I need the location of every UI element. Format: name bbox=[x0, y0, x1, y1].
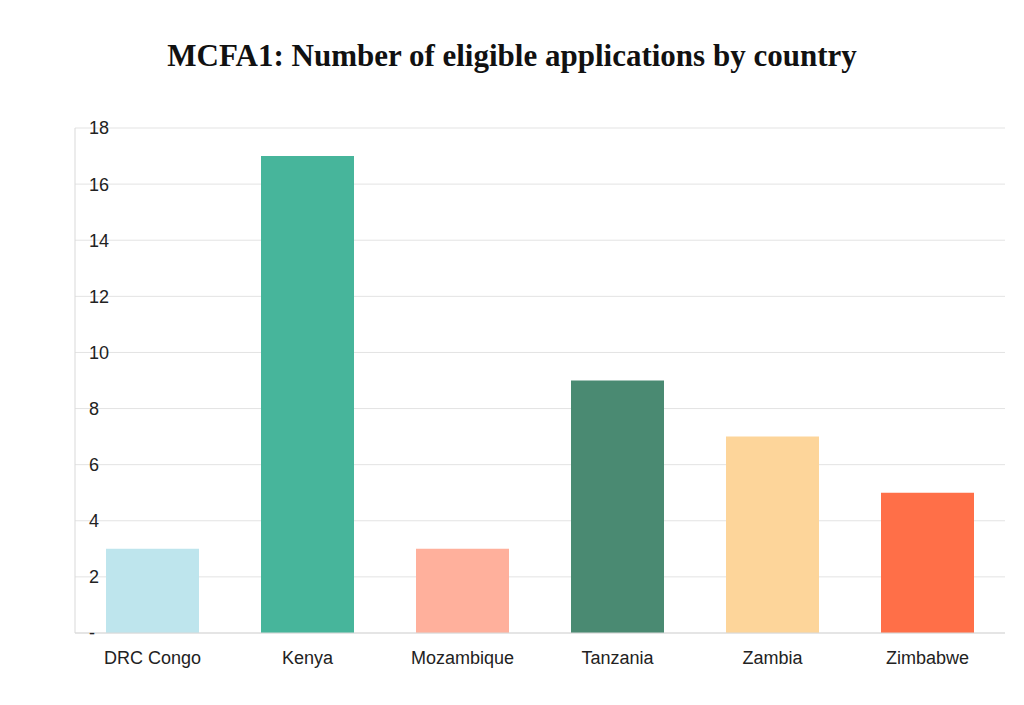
svg-text:8: 8 bbox=[89, 399, 99, 419]
svg-text:-: - bbox=[89, 623, 95, 643]
svg-text:Zambia: Zambia bbox=[742, 648, 803, 668]
html-text:MCFA1: Number of eligible appl: MCFA1: Number of eligible applications b… bbox=[167, 38, 857, 73]
svg-text:2: 2 bbox=[89, 567, 99, 587]
svg-text:4: 4 bbox=[89, 511, 99, 531]
svg-text:6: 6 bbox=[89, 455, 99, 475]
svg-text:10: 10 bbox=[89, 343, 109, 363]
svg-text:Mozambique: Mozambique bbox=[411, 648, 514, 668]
svg-text:Kenya: Kenya bbox=[282, 648, 334, 668]
svg-text:Zimbabwe: Zimbabwe bbox=[886, 648, 969, 668]
svg-text:14: 14 bbox=[89, 231, 109, 251]
svg-text:12: 12 bbox=[89, 287, 109, 307]
svg-text:16: 16 bbox=[89, 175, 109, 195]
svg-text:DRC Congo: DRC Congo bbox=[104, 648, 201, 668]
svg-text:18: 18 bbox=[89, 118, 109, 138]
svg-text:Tanzania: Tanzania bbox=[581, 648, 654, 668]
